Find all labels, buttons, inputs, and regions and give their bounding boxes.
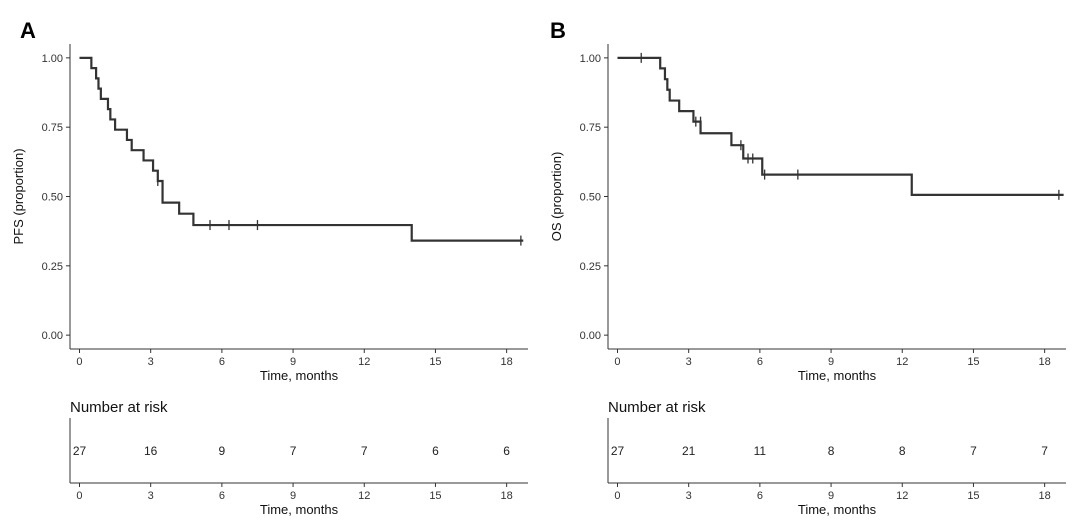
risk-x-tick-label: 15 (429, 490, 441, 502)
y-tick-label: 0.25 (42, 261, 63, 273)
risk-x-tick-label: 18 (501, 490, 513, 502)
risk-x-tick-label: 18 (1039, 490, 1051, 502)
risk-x-axis-label: Time, months (798, 502, 877, 517)
y-axis-label: OS (proportion) (549, 152, 564, 242)
risk-x-tick-label: 12 (896, 490, 908, 502)
survival-curve (617, 56, 1064, 196)
x-tick-label: 9 (828, 356, 834, 368)
x-tick-label: 0 (614, 356, 620, 368)
x-tick-label: 6 (757, 356, 763, 368)
x-tick-label: 3 (686, 356, 692, 368)
risk-x-tick-label: 9 (290, 490, 296, 502)
risk-count: 7 (290, 444, 297, 458)
risk-table-title: Number at risk (70, 399, 168, 416)
risk-count: 16 (144, 444, 158, 458)
risk-x-tick-label: 0 (614, 490, 620, 502)
risk-count: 27 (611, 444, 625, 458)
risk-x-tick-label: 15 (967, 490, 979, 502)
x-tick-label: 18 (1039, 356, 1051, 368)
risk-count: 27 (73, 444, 87, 458)
x-tick-label: 0 (76, 356, 82, 368)
risk-x-axis-label: Time, months (260, 502, 339, 517)
x-tick-label: 15 (429, 356, 441, 368)
risk-x-tick-label: 9 (828, 490, 834, 502)
x-tick-label: 9 (290, 356, 296, 368)
x-axis-label: Time, months (260, 368, 339, 383)
survival-curve (79, 56, 524, 242)
risk-count: 9 (219, 444, 226, 458)
km-panel-b: B 0.00 0.25 0.50 0.75 1.00 0 3 6 9 12 15 18 Time, mon… (549, 18, 1066, 517)
risk-x-tick-label: 12 (358, 490, 370, 502)
risk-x-tick-label: 0 (76, 490, 82, 502)
y-axis-label: PFS (proportion) (11, 148, 26, 244)
panel-letter: B (550, 18, 566, 43)
risk-x-tick-label: 3 (148, 490, 154, 502)
risk-count: 7 (1041, 444, 1048, 458)
risk-count: 8 (899, 444, 906, 458)
x-tick-label: 6 (219, 356, 225, 368)
y-tick-label: 0.50 (42, 192, 63, 204)
risk-count: 8 (828, 444, 835, 458)
risk-count: 6 (503, 444, 510, 458)
y-tick-label: 0.75 (42, 122, 63, 134)
risk-x-tick-label: 6 (757, 490, 763, 502)
risk-table-title: Number at risk (608, 399, 706, 416)
risk-count: 6 (432, 444, 439, 458)
risk-count: 7 (970, 444, 977, 458)
risk-count: 21 (682, 444, 696, 458)
x-tick-label: 12 (896, 356, 908, 368)
y-tick-label: 0.00 (580, 330, 601, 342)
y-tick-label: 0.00 (42, 330, 63, 342)
x-tick-label: 15 (967, 356, 979, 368)
y-tick-label: 0.50 (580, 192, 601, 204)
y-tick-label: 0.75 (580, 122, 601, 134)
x-axis-label: Time, months (798, 368, 877, 383)
x-tick-label: 3 (148, 356, 154, 368)
y-tick-label: 1.00 (580, 53, 601, 65)
x-tick-label: 12 (358, 356, 370, 368)
risk-x-tick-label: 3 (686, 490, 692, 502)
y-tick-label: 1.00 (42, 53, 63, 65)
x-tick-label: 18 (501, 356, 513, 368)
risk-count: 11 (754, 444, 767, 458)
km-panel-a: A 0.00 0.25 0.50 0.75 1.00 0 3 6 9 12 15 18 Time, mon… (11, 18, 528, 517)
risk-x-tick-label: 6 (219, 490, 225, 502)
panel-letter: A (20, 18, 36, 43)
risk-count: 7 (361, 444, 368, 458)
y-tick-label: 0.25 (580, 261, 601, 273)
